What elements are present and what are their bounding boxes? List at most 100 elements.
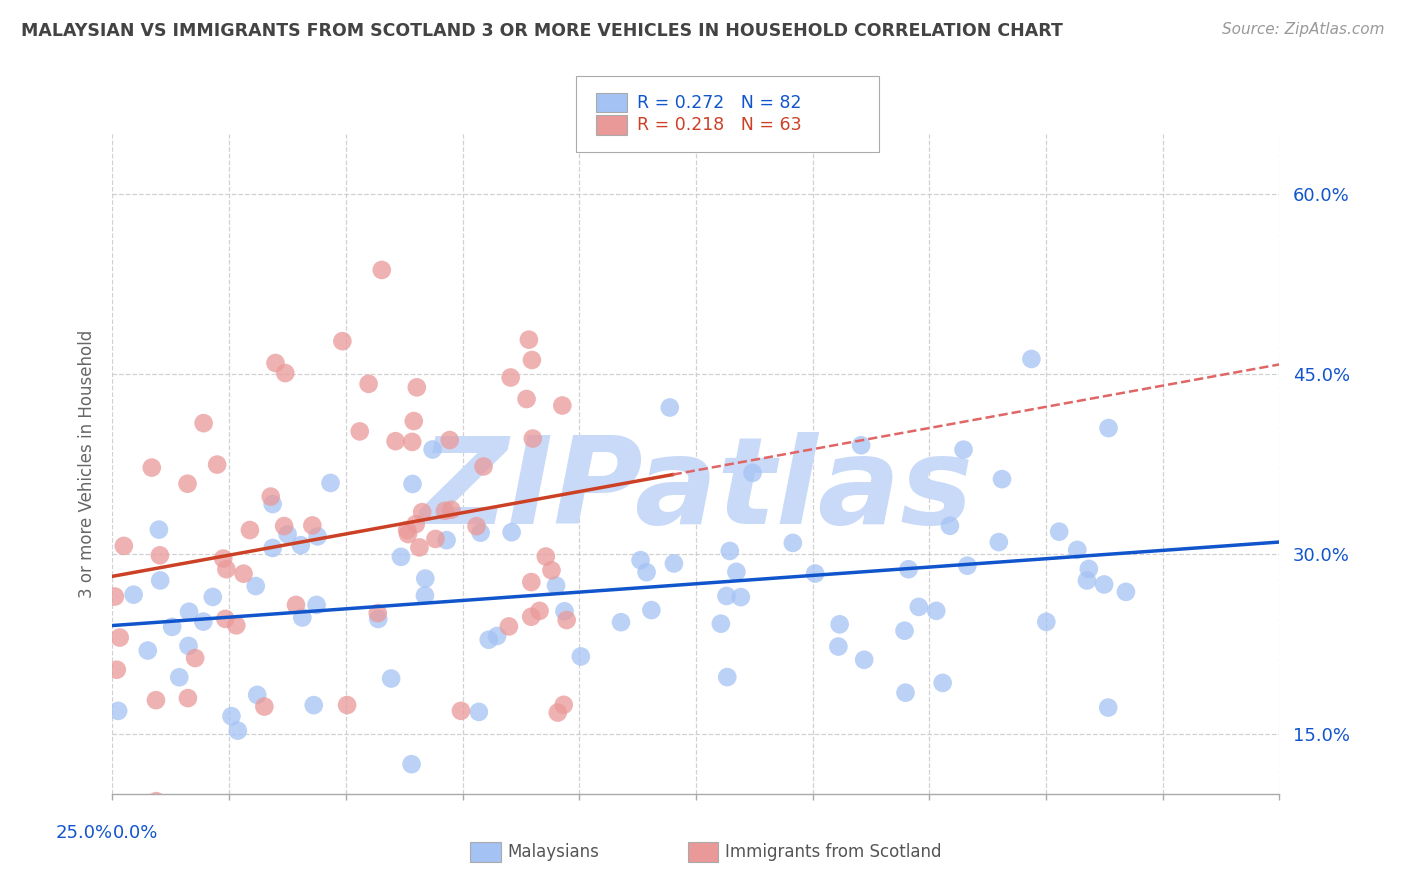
Text: Immigrants from Scotland: Immigrants from Scotland — [725, 843, 942, 861]
Text: MALAYSIAN VS IMMIGRANTS FROM SCOTLAND 3 OR MORE VEHICLES IN HOUSEHOLD CORRELATIO: MALAYSIAN VS IMMIGRANTS FROM SCOTLAND 3 … — [21, 22, 1063, 40]
Point — [141, 460, 163, 475]
Point — [516, 392, 538, 406]
Point — [105, 663, 128, 677]
Point — [232, 566, 254, 581]
Point — [319, 475, 342, 490]
Point — [991, 472, 1014, 486]
Point — [212, 551, 235, 566]
Point — [522, 432, 544, 446]
Point — [1097, 421, 1119, 435]
Point — [122, 588, 145, 602]
Point — [357, 376, 380, 391]
Point — [827, 640, 849, 654]
Point — [371, 263, 394, 277]
Point — [1092, 577, 1115, 591]
Point — [640, 603, 662, 617]
Point — [725, 565, 748, 579]
Point — [544, 578, 567, 592]
Point — [529, 604, 551, 618]
Point — [332, 334, 354, 348]
Point — [636, 565, 658, 579]
Point — [253, 699, 276, 714]
Point — [274, 366, 297, 380]
Point — [184, 651, 207, 665]
Point — [201, 590, 224, 604]
Point — [782, 536, 804, 550]
Point — [498, 619, 520, 633]
Point — [987, 535, 1010, 549]
Point — [853, 653, 876, 667]
Point — [396, 527, 419, 541]
Point — [897, 562, 920, 576]
Point — [1097, 700, 1119, 714]
Point — [465, 519, 488, 533]
Text: ZIPatlas: ZIPatlas — [419, 432, 973, 549]
Point — [952, 442, 974, 457]
Point — [349, 425, 371, 439]
Point — [478, 632, 501, 647]
Point — [553, 604, 575, 618]
Point — [402, 414, 425, 428]
Point — [302, 698, 325, 713]
Point — [277, 527, 299, 541]
Point — [436, 533, 458, 548]
Point — [520, 575, 543, 590]
Point — [540, 563, 562, 577]
Point — [288, 816, 311, 830]
Point — [262, 497, 284, 511]
Y-axis label: 3 or more Vehicles in Household: 3 or more Vehicles in Household — [77, 330, 96, 598]
Text: R = 0.272   N = 82: R = 0.272 N = 82 — [637, 94, 801, 112]
Point — [1115, 585, 1137, 599]
Point — [290, 538, 312, 552]
Text: 25.0%: 25.0% — [55, 824, 112, 842]
Text: 0.0%: 0.0% — [112, 824, 157, 842]
Point — [307, 529, 329, 543]
Point — [468, 705, 491, 719]
Point — [367, 612, 389, 626]
Point — [925, 604, 948, 618]
Point — [425, 532, 447, 546]
Point — [486, 629, 509, 643]
Point — [716, 670, 738, 684]
Point — [401, 434, 423, 449]
Point — [136, 643, 159, 657]
Point — [1047, 524, 1070, 539]
Point — [472, 459, 495, 474]
Point — [225, 618, 247, 632]
Point — [1077, 562, 1099, 576]
Point — [260, 490, 283, 504]
Text: Source: ZipAtlas.com: Source: ZipAtlas.com — [1222, 22, 1385, 37]
Point — [716, 589, 738, 603]
Point — [169, 670, 191, 684]
Point — [239, 523, 262, 537]
Point — [939, 518, 962, 533]
Point — [285, 598, 308, 612]
Point — [931, 676, 953, 690]
Point — [804, 566, 827, 581]
Point — [413, 589, 436, 603]
Point — [547, 706, 569, 720]
Point — [336, 698, 359, 712]
Point — [405, 380, 427, 394]
Point — [305, 598, 328, 612]
Point — [1035, 615, 1057, 629]
Point — [710, 616, 733, 631]
Text: R = 0.218   N = 63: R = 0.218 N = 63 — [637, 116, 801, 134]
Point — [662, 557, 685, 571]
Point — [893, 624, 915, 638]
Point — [470, 525, 492, 540]
Point — [730, 590, 752, 604]
Point — [658, 401, 681, 415]
Point — [553, 698, 575, 712]
Point — [384, 434, 406, 449]
Point — [1066, 542, 1088, 557]
Point — [262, 541, 284, 555]
Point — [149, 574, 172, 588]
Point — [148, 523, 170, 537]
Point — [956, 558, 979, 573]
Point — [413, 572, 436, 586]
Point — [1076, 574, 1098, 588]
Point — [405, 517, 427, 532]
Point — [520, 609, 543, 624]
Point — [433, 504, 456, 518]
